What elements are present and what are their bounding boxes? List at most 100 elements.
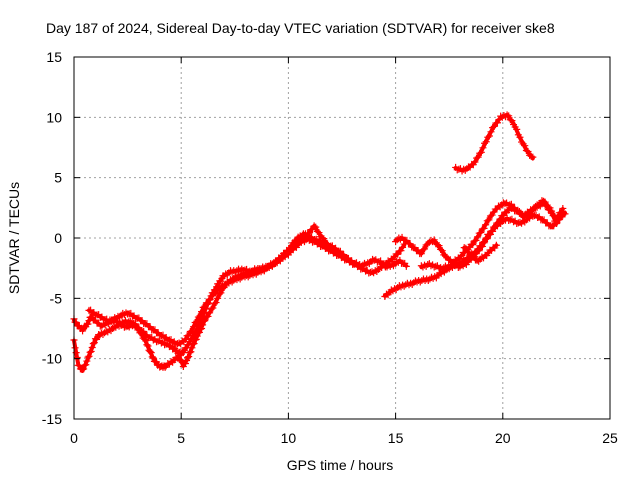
data-point-marker <box>469 241 477 249</box>
data-point-marker <box>462 244 470 252</box>
data-point-marker <box>395 234 403 242</box>
data-point-marker <box>244 273 252 281</box>
series-trace-7 <box>452 111 537 175</box>
data-point-marker <box>138 330 146 338</box>
data-point-marker <box>105 326 113 334</box>
data-point-marker <box>146 347 154 355</box>
data-point-marker <box>89 340 97 348</box>
data-point-marker <box>192 335 200 343</box>
data-point-marker <box>95 319 103 327</box>
data-point-marker <box>522 147 530 155</box>
data-point-marker <box>183 332 191 340</box>
data-point-marker <box>473 154 481 162</box>
data-point-marker <box>544 203 552 211</box>
data-point-marker <box>194 313 202 321</box>
data-point-marker <box>88 344 96 352</box>
data-point-marker <box>222 270 230 278</box>
data-point-marker <box>212 299 220 307</box>
data-point-marker <box>493 119 501 127</box>
data-point-marker <box>195 328 203 336</box>
data-point-marker <box>312 223 320 231</box>
data-point-marker <box>399 243 407 251</box>
data-point-marker <box>235 274 243 282</box>
data-point-marker <box>193 332 201 340</box>
data-point-marker <box>151 326 159 334</box>
data-point-marker <box>476 149 484 157</box>
data-point-marker <box>474 233 482 241</box>
data-point-marker <box>486 212 494 220</box>
data-point-marker <box>391 285 399 293</box>
data-point-marker <box>488 227 496 235</box>
data-point-marker <box>403 236 411 244</box>
data-point-marker <box>527 210 535 218</box>
data-point-marker <box>477 148 485 156</box>
data-point-marker <box>471 158 479 166</box>
data-layer <box>70 111 569 374</box>
data-point-marker <box>521 142 529 150</box>
data-point-marker <box>364 259 372 267</box>
data-point-marker <box>207 305 215 313</box>
data-point-marker <box>485 132 493 140</box>
data-point-marker <box>456 255 464 263</box>
data-point-marker <box>201 317 209 325</box>
data-point-marker <box>83 357 91 365</box>
data-point-marker <box>396 256 404 264</box>
data-point-marker <box>320 235 328 243</box>
data-point-marker <box>493 219 501 227</box>
data-point-marker <box>122 309 130 317</box>
data-point-marker <box>318 234 326 242</box>
data-point-marker <box>82 361 90 369</box>
data-point-marker <box>81 361 89 369</box>
data-point-marker <box>543 219 551 227</box>
data-point-marker <box>118 318 126 326</box>
data-point-marker <box>141 335 149 343</box>
data-point-marker <box>483 217 491 225</box>
data-point-marker <box>394 250 402 258</box>
data-point-marker <box>212 289 220 297</box>
data-point-marker <box>393 258 401 266</box>
data-point-marker <box>517 209 525 217</box>
data-point-marker <box>546 204 554 212</box>
data-point-marker <box>557 212 565 220</box>
data-point-marker <box>79 366 87 374</box>
y-axis-title: SDTVAR / TECUs <box>6 182 22 294</box>
data-point-marker <box>146 323 154 331</box>
data-point-marker <box>206 309 214 317</box>
data-point-marker <box>125 318 133 326</box>
data-point-marker <box>73 353 81 361</box>
data-point-marker <box>463 248 471 256</box>
data-point-marker <box>144 342 152 350</box>
data-point-marker <box>201 302 209 310</box>
data-point-marker <box>535 213 543 221</box>
data-point-marker <box>495 218 503 226</box>
y-tick-label: -10 <box>42 351 62 367</box>
data-point-marker <box>129 320 137 328</box>
data-point-marker <box>406 240 414 248</box>
data-point-marker <box>528 207 536 215</box>
y-tick-label: 5 <box>54 170 62 186</box>
data-point-marker <box>199 303 207 311</box>
data-point-marker <box>492 241 500 249</box>
data-point-marker <box>186 328 194 336</box>
data-point-marker <box>559 211 567 219</box>
data-point-marker <box>465 248 473 256</box>
data-point-marker <box>514 206 522 214</box>
data-point-marker <box>191 318 199 326</box>
axis-ticks: 0 5 10 15 20 25 -15 -10 -5 0 5 10 15 <box>42 49 618 446</box>
data-point-marker <box>181 335 189 343</box>
y-tick-label: 0 <box>54 230 62 246</box>
data-point-marker <box>552 220 560 228</box>
data-point-marker <box>488 211 496 219</box>
data-point-marker <box>209 292 217 300</box>
data-point-marker <box>198 324 206 332</box>
data-point-marker <box>136 329 144 337</box>
data-point-marker <box>175 352 183 360</box>
data-point-marker <box>85 352 93 360</box>
data-point-marker <box>475 229 483 237</box>
data-point-marker <box>489 124 497 132</box>
data-point-marker <box>458 251 466 259</box>
data-point-marker <box>407 279 415 287</box>
data-point-marker <box>487 128 495 136</box>
data-point-marker <box>187 348 195 356</box>
x-tick-label: 25 <box>602 430 618 446</box>
